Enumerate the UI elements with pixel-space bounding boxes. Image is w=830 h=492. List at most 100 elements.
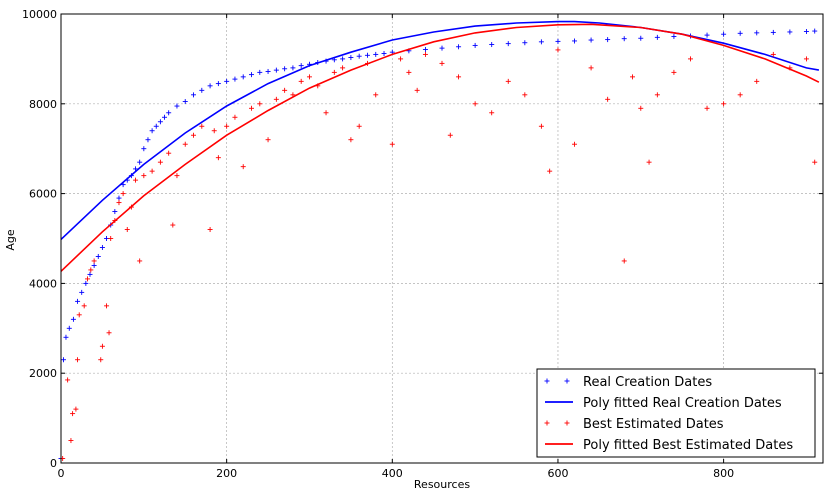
y-tick-label: 6000 bbox=[29, 188, 57, 201]
data-point bbox=[389, 141, 395, 147]
data-point bbox=[505, 41, 511, 47]
data-point bbox=[472, 42, 478, 48]
data-point bbox=[81, 303, 87, 309]
data-point bbox=[83, 280, 89, 286]
data-point bbox=[87, 271, 93, 277]
y-tick-label: 0 bbox=[50, 457, 57, 470]
data-point bbox=[98, 357, 104, 363]
data-point bbox=[356, 123, 362, 129]
legend-label: Real Creation Dates bbox=[583, 375, 712, 390]
data-point bbox=[538, 39, 544, 45]
data-point bbox=[99, 244, 105, 250]
data-point bbox=[133, 177, 139, 183]
data-point bbox=[754, 78, 760, 84]
data-point bbox=[73, 406, 79, 412]
legend-entry: Poly fitted Real Creation Dates bbox=[545, 396, 782, 411]
data-point bbox=[621, 258, 627, 264]
data-point bbox=[153, 123, 159, 129]
data-point bbox=[91, 258, 97, 264]
data-point bbox=[157, 159, 163, 165]
data-point bbox=[737, 92, 743, 98]
x-tick-label: 200 bbox=[216, 467, 237, 480]
data-point bbox=[199, 87, 205, 93]
series-layer bbox=[58, 20, 820, 462]
data-point bbox=[340, 65, 346, 71]
data-point bbox=[112, 209, 118, 215]
series-2 bbox=[60, 47, 818, 462]
data-point bbox=[282, 87, 288, 93]
data-point bbox=[85, 276, 91, 282]
data-point bbox=[754, 30, 760, 36]
data-point bbox=[174, 103, 180, 109]
data-point bbox=[447, 132, 453, 138]
data-point bbox=[555, 47, 561, 53]
data-point bbox=[106, 330, 112, 336]
data-point bbox=[323, 110, 329, 116]
data-point bbox=[79, 289, 85, 295]
y-tick-label: 2000 bbox=[29, 367, 57, 380]
data-point bbox=[770, 51, 776, 57]
data-point bbox=[331, 69, 337, 75]
data-point bbox=[422, 51, 428, 57]
data-point bbox=[265, 137, 271, 143]
data-point bbox=[60, 357, 66, 363]
data-point bbox=[348, 137, 354, 143]
legend-entry: Poly fitted Best Estimated Dates bbox=[545, 438, 793, 453]
data-point bbox=[99, 343, 105, 349]
data-point bbox=[257, 69, 263, 75]
data-point bbox=[439, 60, 445, 66]
data-point bbox=[588, 65, 594, 71]
data-point bbox=[298, 63, 304, 69]
data-point bbox=[166, 110, 172, 116]
data-point bbox=[66, 325, 72, 331]
data-point bbox=[108, 236, 114, 241]
data-point bbox=[654, 92, 660, 98]
data-point bbox=[422, 46, 428, 52]
data-point bbox=[191, 132, 197, 138]
data-point bbox=[199, 123, 205, 129]
data-point bbox=[489, 42, 495, 48]
data-point bbox=[240, 74, 246, 80]
data-point bbox=[157, 119, 163, 125]
data-point bbox=[356, 53, 362, 59]
data-point bbox=[547, 168, 553, 174]
data-point bbox=[75, 357, 81, 363]
data-point bbox=[306, 74, 312, 80]
legend-entry: Best Estimated Dates bbox=[544, 417, 724, 432]
data-point bbox=[588, 37, 594, 43]
data-point bbox=[522, 92, 528, 98]
data-point bbox=[456, 74, 462, 80]
data-point bbox=[215, 81, 221, 87]
data-point bbox=[224, 123, 230, 129]
data-point bbox=[373, 51, 379, 57]
data-point bbox=[88, 267, 94, 273]
data-point bbox=[75, 298, 81, 304]
data-point bbox=[704, 32, 710, 38]
data-point bbox=[654, 34, 660, 40]
data-point bbox=[76, 312, 82, 318]
x-axis-label: Resources bbox=[414, 478, 470, 491]
data-point bbox=[104, 303, 110, 309]
data-point bbox=[145, 137, 151, 143]
series-3 bbox=[60, 23, 820, 272]
legend-label: Best Estimated Dates bbox=[583, 417, 724, 432]
y-tick-label: 8000 bbox=[29, 98, 57, 111]
data-point bbox=[522, 40, 528, 46]
legend-box bbox=[536, 368, 816, 458]
data-point bbox=[671, 33, 677, 39]
data-point bbox=[630, 74, 635, 80]
data-point bbox=[572, 141, 578, 147]
data-point bbox=[538, 123, 544, 129]
data-point bbox=[170, 222, 176, 228]
data-point bbox=[182, 141, 188, 147]
data-point bbox=[812, 28, 818, 34]
data-point bbox=[340, 56, 346, 62]
fit-line bbox=[60, 20, 820, 240]
data-point bbox=[174, 173, 180, 179]
legend: Real Creation Dates Poly fitted Real Crea… bbox=[536, 368, 816, 458]
data-point bbox=[721, 101, 727, 107]
data-point bbox=[638, 35, 644, 41]
